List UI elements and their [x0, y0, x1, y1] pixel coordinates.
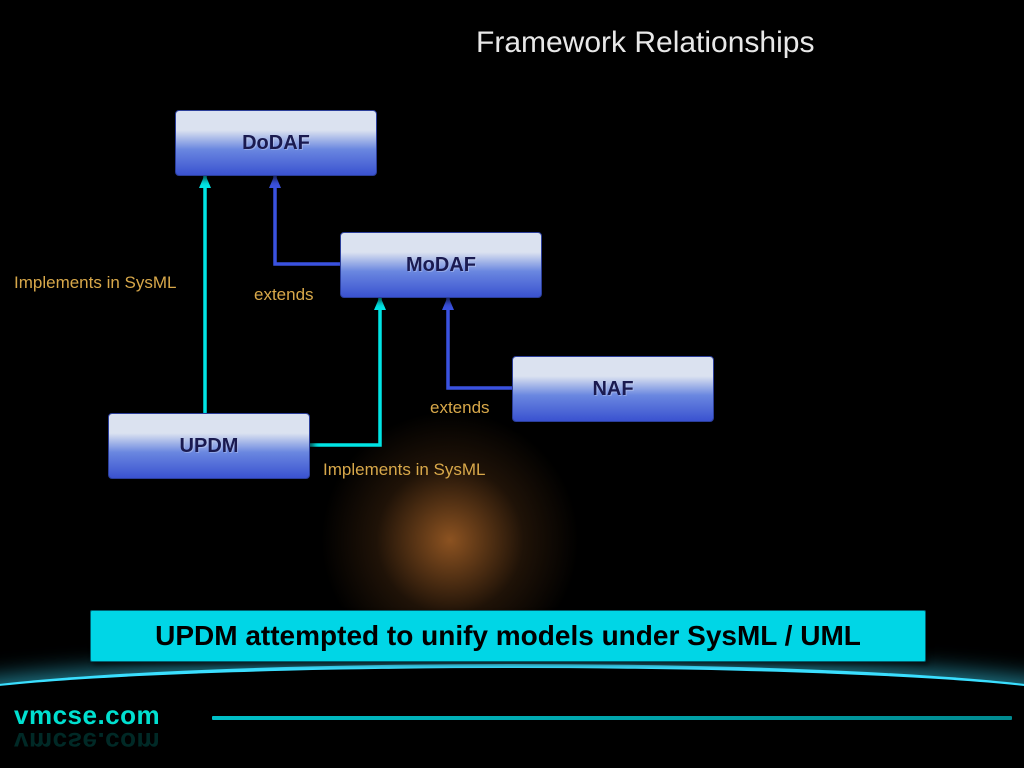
- footer-logo-reflection: vmcse.com: [14, 726, 160, 757]
- edge-label: Implements in SysML: [14, 273, 177, 293]
- node-updm: UPDM: [108, 413, 310, 479]
- edge-label: Implements in SysML: [323, 460, 486, 480]
- node-dodaf: DoDAF: [175, 110, 377, 176]
- node-label: MoDAF: [406, 254, 476, 277]
- edge-label: extends: [430, 398, 490, 418]
- node-naf: NAF: [512, 356, 714, 422]
- node-label: UPDM: [180, 435, 239, 458]
- node-label: DoDAF: [242, 132, 310, 155]
- node-modaf: MoDAF: [340, 232, 542, 298]
- slide-title: Framework Relationships: [476, 26, 814, 60]
- edge-label: extends: [254, 285, 314, 305]
- footer-divider: [212, 716, 1012, 720]
- banner-text: UPDM attempted to unify models under Sys…: [155, 620, 861, 652]
- node-label: NAF: [592, 378, 633, 401]
- summary-banner: UPDM attempted to unify models under Sys…: [90, 610, 926, 662]
- slide-canvas: Framework Relationships DoDAF MoDAF NAF …: [0, 0, 1024, 768]
